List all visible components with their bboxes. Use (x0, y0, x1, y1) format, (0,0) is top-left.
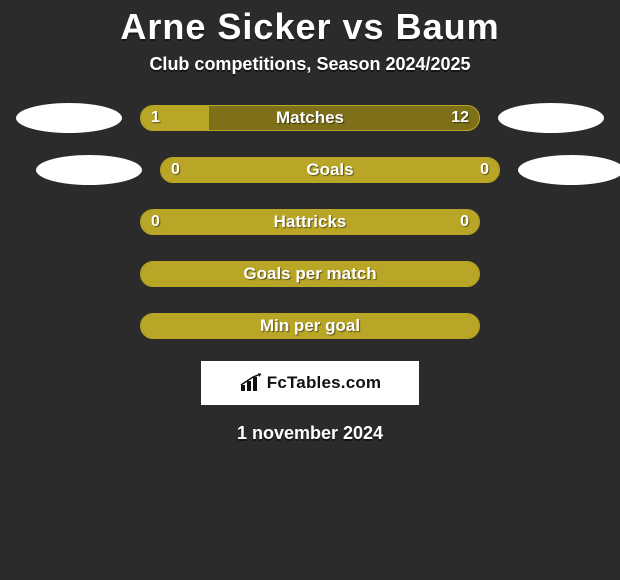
brand-chart-icon (239, 373, 265, 393)
stat-label: Goals (306, 160, 353, 180)
stat-bar: 0 0 Goals (160, 157, 500, 183)
stat-bar: Min per goal (140, 313, 480, 339)
stat-label: Goals per match (243, 264, 376, 284)
brand-text: FcTables.com (267, 373, 382, 393)
player1-ellipse (16, 103, 122, 133)
brand-box[interactable]: FcTables.com (201, 361, 419, 405)
stat-row: 0 0 Goals (16, 155, 604, 185)
stat-bar: Goals per match (140, 261, 480, 287)
subtitle: Club competitions, Season 2024/2025 (149, 54, 470, 75)
stat-label: Min per goal (260, 316, 360, 336)
player2-name: Baum (396, 6, 500, 47)
stat-bar: 0 0 Hattricks (140, 209, 480, 235)
stat-bar: 1 12 Matches (140, 105, 480, 131)
stat-row: 0 0 Hattricks (16, 207, 604, 237)
stat-label: Matches (276, 108, 344, 128)
date-label: 1 november 2024 (237, 423, 383, 444)
stat-row: Goals per match (16, 259, 604, 289)
stat-left-value: 0 (151, 213, 160, 231)
stat-right-value: 12 (451, 109, 469, 127)
page-title: Arne Sicker vs Baum (120, 6, 499, 48)
comparison-card: Arne Sicker vs Baum Club competitions, S… (0, 0, 620, 580)
stat-right-value: 0 (480, 161, 489, 179)
player1-name: Arne Sicker (120, 6, 331, 47)
vs-label: vs (343, 6, 385, 47)
stat-right-value: 0 (460, 213, 469, 231)
stat-label: Hattricks (274, 212, 347, 232)
stats-container: 1 12 Matches 0 0 Goals 0 0 Hattricks Goals per ma… (16, 103, 604, 363)
stat-row: Min per goal (16, 311, 604, 341)
player1-ellipse (36, 155, 142, 185)
stat-left-value: 0 (171, 161, 180, 179)
player2-ellipse (518, 155, 620, 185)
brand-inner: FcTables.com (239, 373, 382, 393)
stat-left-value: 1 (151, 109, 160, 127)
player2-ellipse (498, 103, 604, 133)
stat-row: 1 12 Matches (16, 103, 604, 133)
